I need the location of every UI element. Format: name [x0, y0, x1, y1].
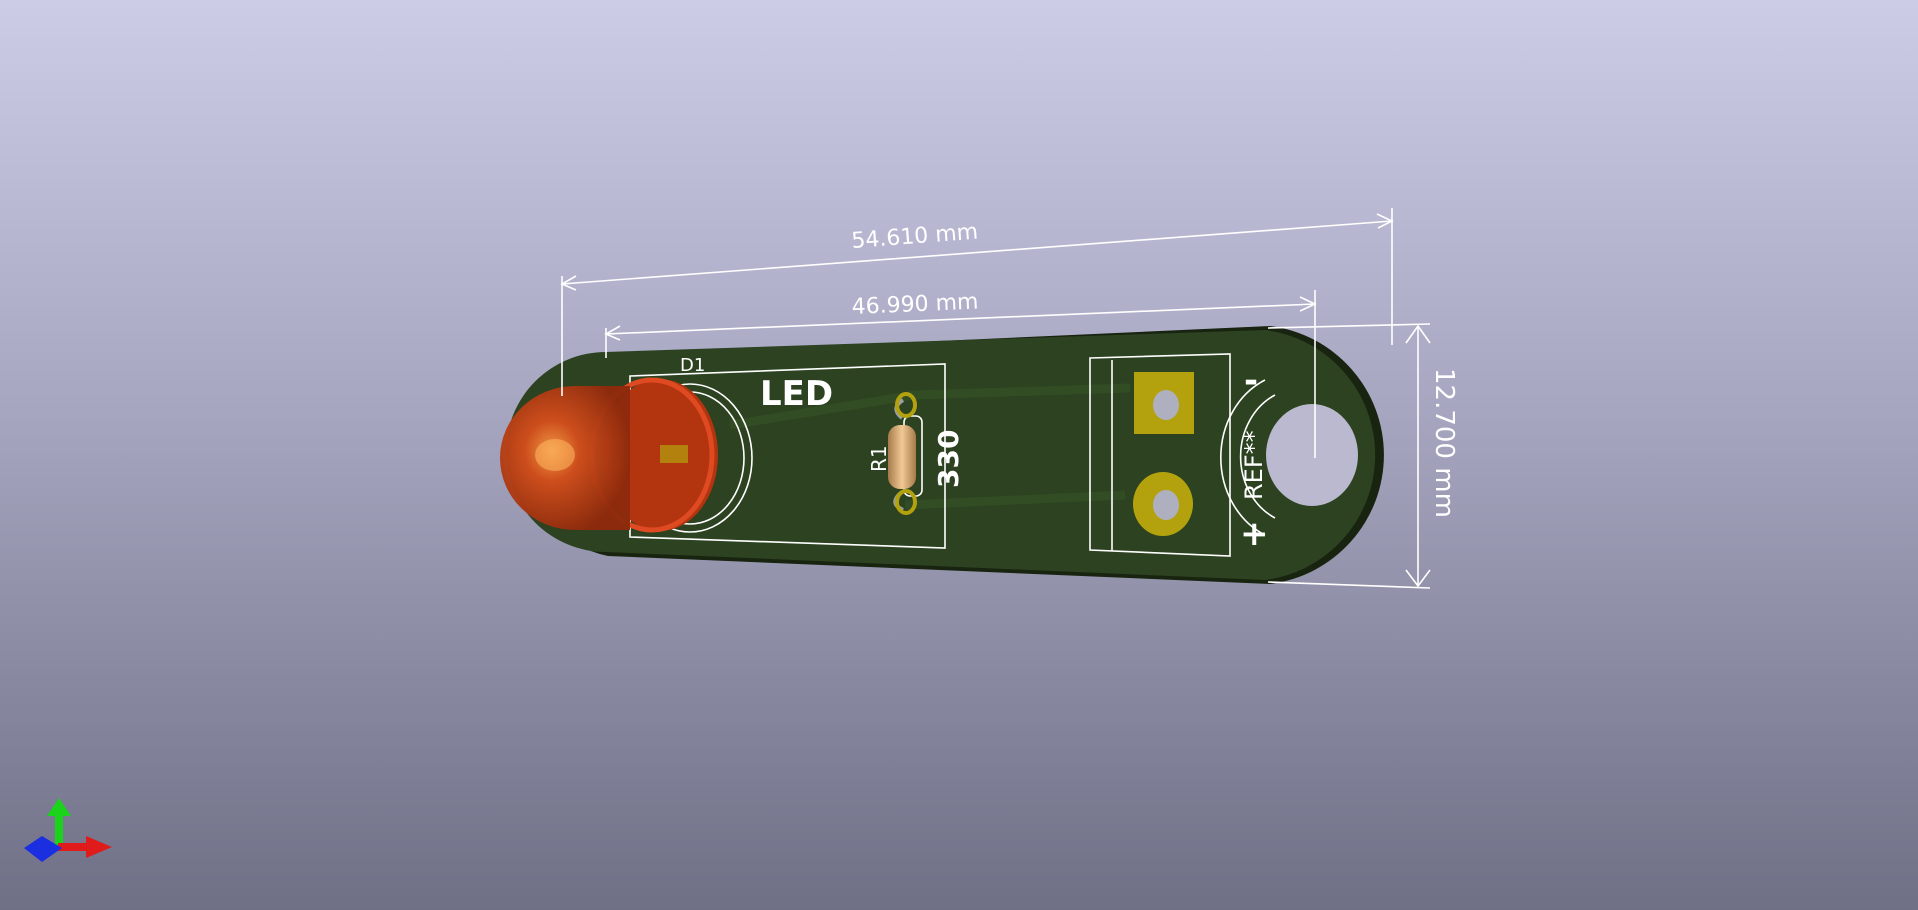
mount-arc-inner [1239, 394, 1276, 519]
overall-length-text: 54.610 mm [851, 220, 979, 254]
led-d1[interactable] [500, 377, 718, 533]
y-axis-arrow-icon [47, 798, 71, 850]
x-axis-arrow-icon [58, 836, 112, 858]
led-ref-label: D1 [680, 355, 705, 376]
terminal-courtyard [1089, 353, 1231, 557]
copper-trace [729, 383, 1131, 430]
resistor-value-label: 330 [932, 430, 965, 488]
resistor-body [888, 425, 916, 489]
pad-square-hole [1153, 390, 1179, 420]
resistor-pad [895, 392, 917, 418]
mount-ref-label: REF** [1240, 430, 1268, 500]
minus-sign: - [1244, 361, 1258, 401]
led-lead-pad [660, 445, 688, 463]
hole-spacing-text: 46.990 mm [851, 289, 979, 320]
copper-trace [904, 490, 1126, 510]
dimension-overall-length[interactable] [560, 208, 1394, 396]
axis-triad [24, 798, 112, 862]
resistor-ref-label: R1 [867, 445, 891, 472]
dimension-hole-spacing[interactable] [604, 290, 1317, 458]
mounting-hole[interactable] [1266, 404, 1358, 506]
terminal-block[interactable] [1133, 372, 1194, 536]
led-dome-highlight [535, 439, 575, 471]
plus-sign: + [1240, 514, 1269, 554]
pad-round-hole [1153, 490, 1179, 520]
z-axis-arrow-icon [24, 836, 62, 862]
board-label: LED [760, 374, 833, 414]
mount-arc [1220, 379, 1266, 536]
resistor-pad [895, 489, 917, 515]
dimension-board-width[interactable] [1267, 323, 1431, 589]
resistor-r1[interactable] [888, 392, 917, 515]
board-width-text: 12.700 mm [1429, 368, 1459, 518]
